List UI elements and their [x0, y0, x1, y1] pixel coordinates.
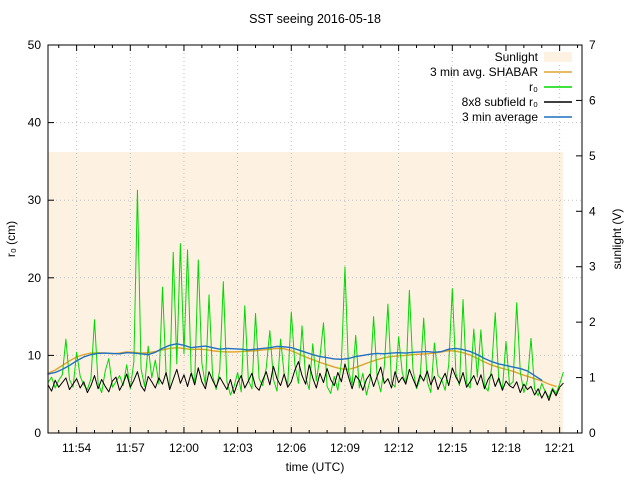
y-right-tick-label: 7 [589, 38, 596, 52]
sunlight-area [48, 151, 564, 433]
series-r0 [47, 189, 564, 398]
y-right-tick-label: 1 [589, 371, 596, 385]
x-tick-label: 12:12 [384, 441, 414, 455]
y-right-tick-label: 4 [589, 204, 596, 218]
y-axis-label-left: r₀ (cm) [4, 221, 18, 257]
x-tick-label: 12:03 [223, 441, 253, 455]
y-left-tick-label: 20 [28, 271, 42, 285]
x-axis-label: time (UTC) [286, 460, 345, 474]
legend-swatch-sunlight [544, 52, 572, 62]
plot-border [47, 44, 583, 434]
series-shabar-avg [47, 346, 557, 388]
x-tick-label: 12:18 [491, 441, 521, 455]
legend-label: r₀ [529, 80, 538, 94]
y-left-tick-label: 50 [28, 38, 42, 52]
y-left-tick-label: 0 [34, 426, 41, 440]
x-tick-label: 11:57 [116, 441, 145, 455]
y-left-tick-label: 40 [28, 116, 42, 130]
x-tick-label: 12:21 [545, 441, 575, 455]
y-axis-label-right: sunlight (V) [610, 209, 624, 270]
y-right-tick-label: 5 [589, 149, 596, 163]
y-right-tick-label: 3 [589, 260, 596, 274]
legend-label: 8x8 subfield r₀ [462, 95, 538, 109]
chart-title: SST seeing 2016-05-18 [249, 12, 381, 26]
series-avg-3min [47, 343, 543, 381]
y-right-tick-label: 0 [589, 426, 596, 440]
series-subfield-r0 [47, 361, 564, 401]
y-right-tick-label: 2 [589, 315, 596, 329]
x-tick-label: 11:54 [62, 441, 91, 455]
legend-label: 3 min average [462, 110, 538, 124]
legend-label: Sunlight [495, 50, 539, 64]
y-left-tick-label: 30 [28, 193, 42, 207]
x-tick-label: 12:09 [330, 441, 360, 455]
x-tick-label: 12:06 [276, 441, 306, 455]
y-right-tick-label: 6 [589, 93, 596, 107]
x-tick-label: 12:00 [169, 441, 199, 455]
y-left-tick-label: 10 [28, 348, 42, 362]
x-tick-label: 12:15 [437, 441, 467, 455]
legend-label: 3 min avg. SHABAR [430, 65, 538, 79]
